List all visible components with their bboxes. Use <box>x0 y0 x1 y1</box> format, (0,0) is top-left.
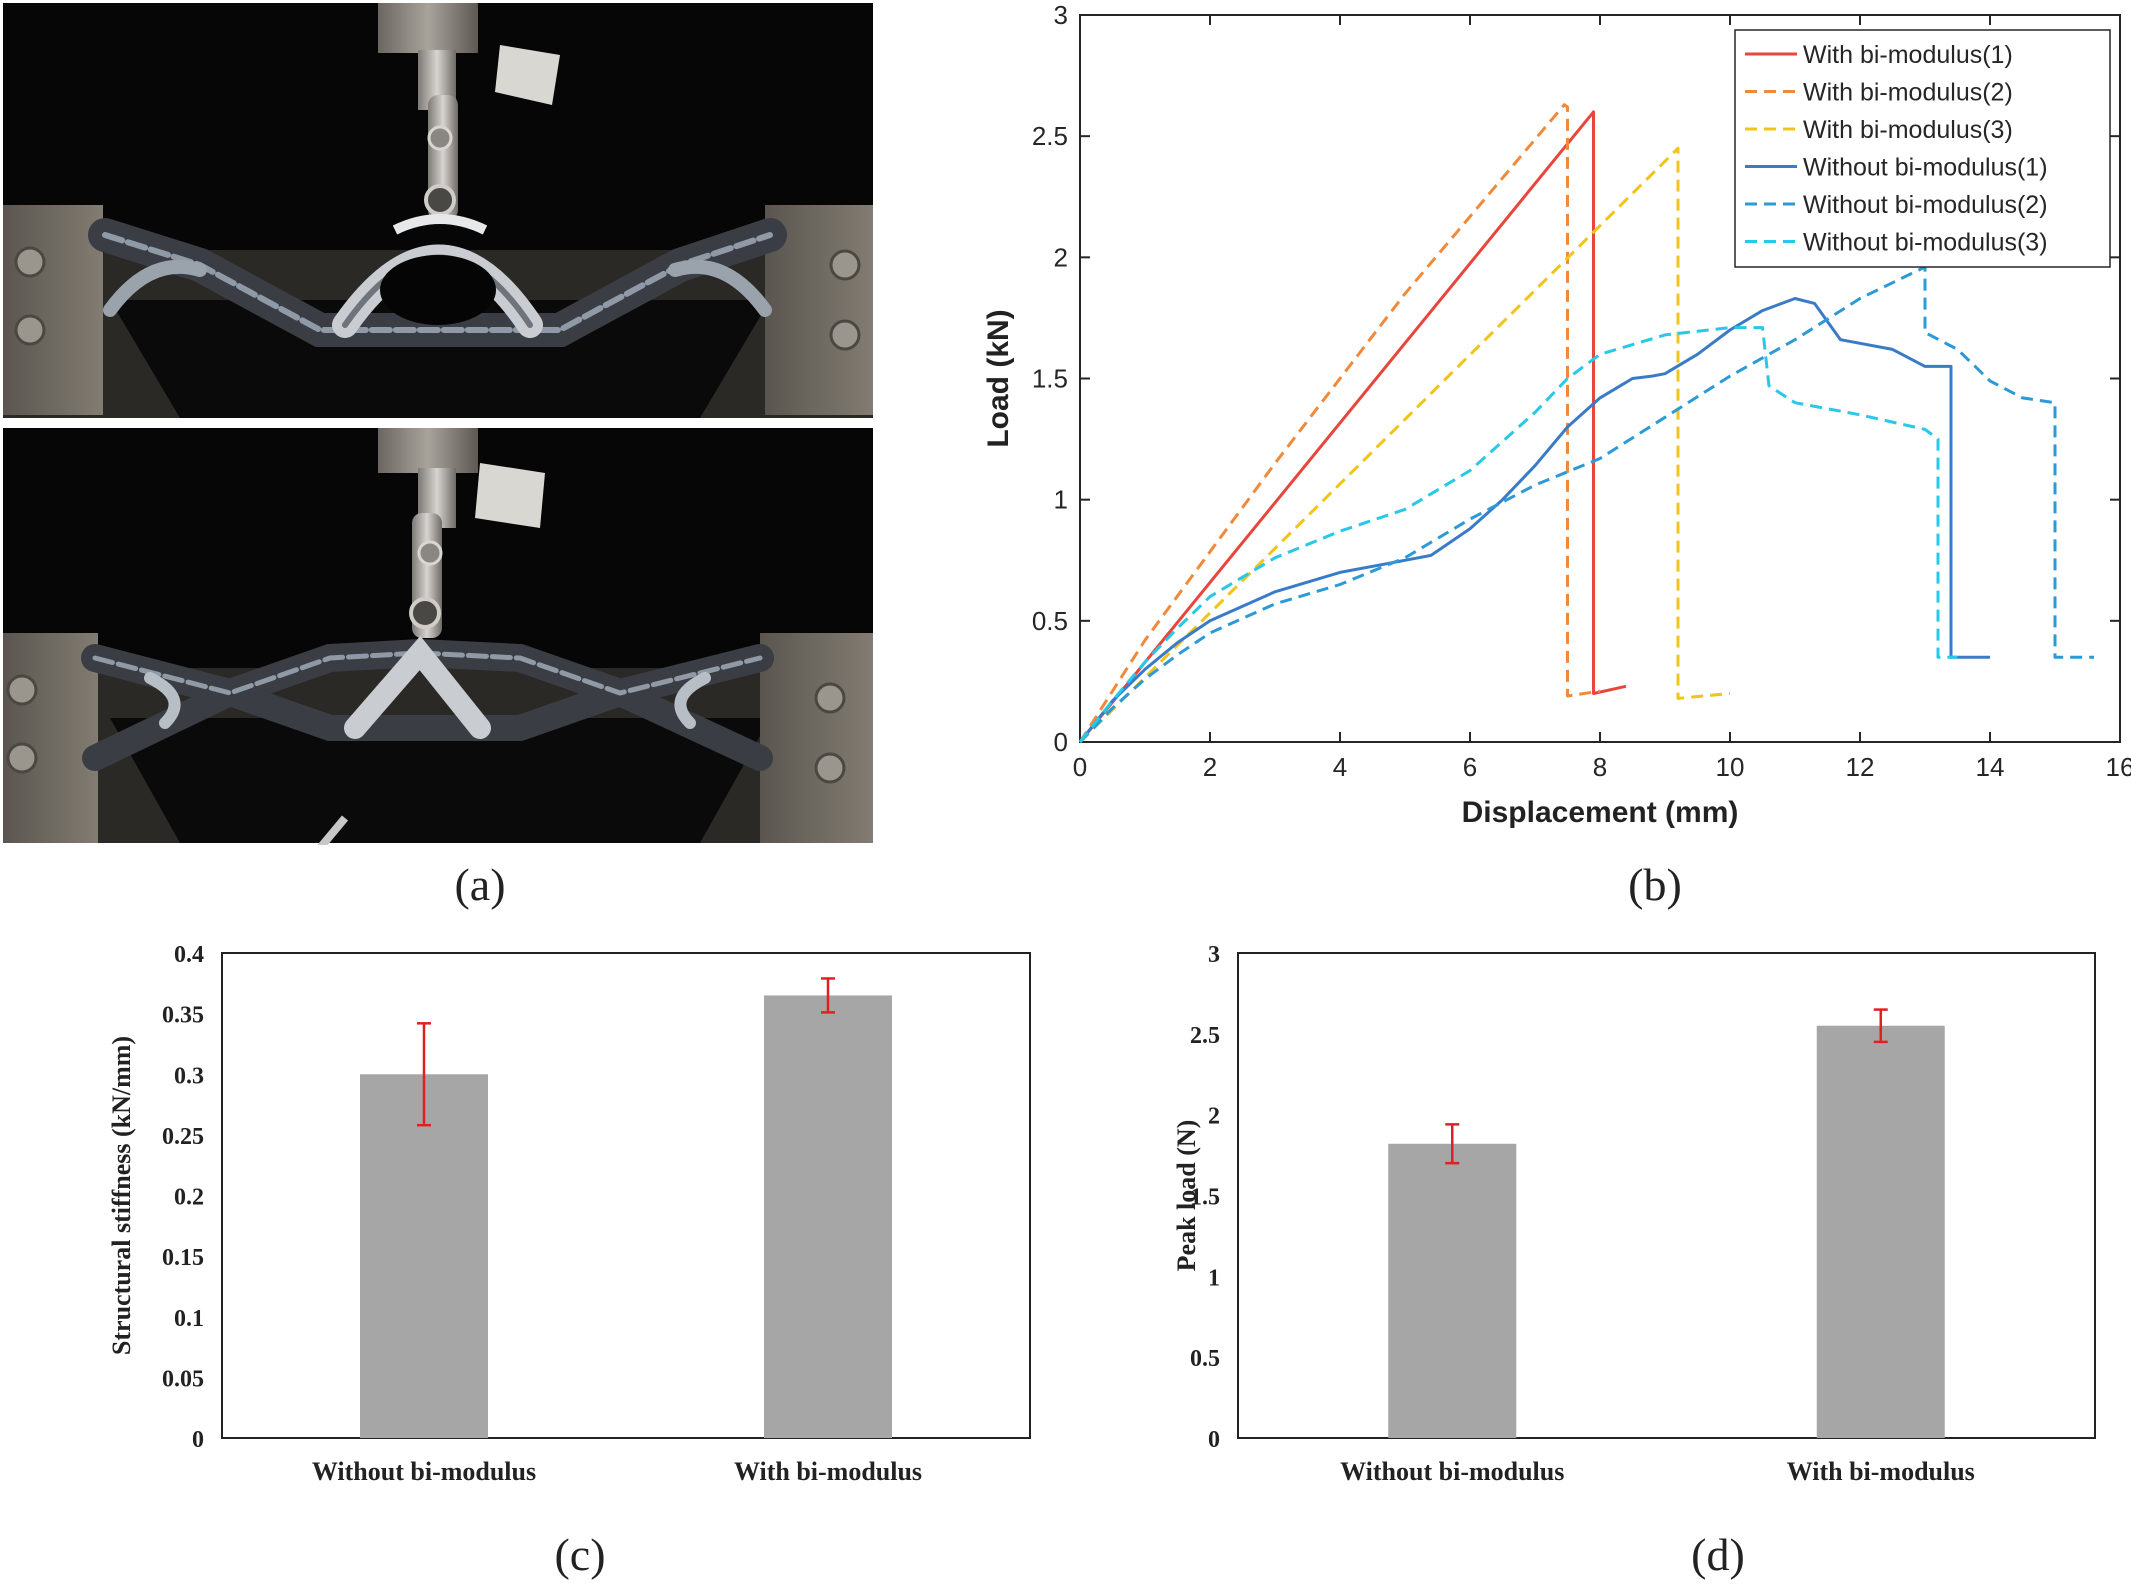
y-tick-label: 0.3 <box>174 1063 204 1089</box>
photo-top <box>3 3 873 851</box>
x-tick-label: 10 <box>1716 752 1745 782</box>
y-tick-label: 0 <box>192 1427 204 1453</box>
y-tick-label: 3 <box>1054 0 1068 30</box>
chart-b-axes: 0 2 4 6 8 10 12 14 16 0 0.5 1 1.5 2 2.5 3 <box>1032 0 2131 782</box>
plot-frame <box>221 952 1031 1439</box>
chart-c-plot: 0 0.05 0.1 0.15 0.2 0.25 0.3 0.35 0.4 Without bi-… <box>162 942 1031 1486</box>
y-tick-label: 0.05 <box>162 1366 204 1392</box>
y-tick-label: 2 <box>1054 242 1068 272</box>
y-tick-label: 0.1 <box>174 1306 204 1332</box>
legend-label: With bi-modulus(3) <box>1803 116 2013 144</box>
y-tick-label: 3 <box>1208 942 1220 968</box>
photo-bottom-image <box>3 428 873 851</box>
y-tick-label: 0.5 <box>1032 606 1068 636</box>
legend-label: Without bi-modulus(3) <box>1803 229 2048 257</box>
y-tick-label: 2.5 <box>1032 121 1068 151</box>
y-tick-label: 0 <box>1054 727 1068 757</box>
y-tick-label: 0.15 <box>162 1245 204 1271</box>
load-displacement-chart: 0 2 4 6 8 10 12 14 16 0 0.5 1 1.5 2 2.5 3 With bi-modul… <box>982 0 2131 829</box>
x-axis-label: Displacement (mm) <box>1462 796 1739 829</box>
y-axis-label: Peak load (N) <box>1172 1120 1201 1272</box>
category-label: Without bi-modulus <box>312 1457 536 1486</box>
y-tick-label: 1 <box>1208 1265 1220 1291</box>
y-axis-label: Structural stiffness (kN/mm) <box>107 1036 136 1355</box>
x-tick-label: 12 <box>1846 752 1875 782</box>
caption-d: (d) <box>1691 1529 1745 1580</box>
legend-label: Without bi-modulus(2) <box>1803 191 2048 219</box>
x-tick-label: 0 <box>1073 752 1087 782</box>
x-tick-label: 2 <box>1203 752 1217 782</box>
chart-b-panel: 0 2 4 6 8 10 12 14 16 0 0.5 1 1.5 2 2.5 3 With bi-modul… <box>960 0 2131 845</box>
y-tick-label: 1 <box>1054 485 1068 515</box>
x-tick-label: 4 <box>1333 752 1347 782</box>
legend-label: Without bi-modulus(1) <box>1803 154 2048 182</box>
y-tick-label: 0.4 <box>174 942 204 968</box>
bar <box>1816 1025 1945 1438</box>
series-line <box>1078 146 1731 744</box>
category-label: Without bi-modulus <box>1340 1457 1564 1486</box>
series-line <box>1078 326 1958 743</box>
stiffness-bar-chart: 0 0.05 0.1 0.15 0.2 0.25 0.3 0.35 0.4 Without bi-… <box>107 942 1031 1486</box>
chart-b-legend: With bi-modulus(1) With bi-modulus(2) With… <box>1734 29 2111 268</box>
category-label: With bi-modulus <box>1787 1457 1975 1486</box>
chart-d-plot: 0 0.5 1 1.5 2 2.5 3 Without bi-modulus With bi-m… <box>1190 942 2096 1486</box>
legend-box <box>1734 29 2111 268</box>
y-tick-label: 2 <box>1208 1104 1220 1130</box>
photo-panel <box>0 0 875 851</box>
bar <box>360 1074 488 1438</box>
series-line <box>1078 103 1601 743</box>
y-tick-label: 1.5 <box>1190 1185 1220 1211</box>
peak-load-bar-chart: 0 0.5 1 1.5 2 2.5 3 Without bi-modulus With bi-m… <box>1172 942 2096 1486</box>
y-tick-label: 0.5 <box>1190 1346 1220 1372</box>
chart-c-panel: 0 0.05 0.1 0.15 0.2 0.25 0.3 0.35 0.4 Without bi-… <box>0 920 1065 1520</box>
x-tick-label: 14 <box>1976 752 2005 782</box>
y-tick-label: 2.5 <box>1190 1023 1220 1049</box>
y-tick-label: 0 <box>1208 1427 1220 1453</box>
series-line <box>1078 265 2094 744</box>
bar <box>1388 1143 1517 1438</box>
y-tick-label: 0.35 <box>162 1003 204 1029</box>
y-tick-label: 0.2 <box>174 1185 204 1211</box>
y-tick-label: 1.5 <box>1032 364 1068 394</box>
chart-d-panel: 0 0.5 1 1.5 2 2.5 3 Without bi-modulus With bi-m… <box>1065 920 2131 1520</box>
caption-c: (c) <box>554 1529 606 1580</box>
photo-top-image <box>3 3 873 418</box>
series-line <box>1078 110 1627 743</box>
bar <box>764 995 892 1438</box>
series-line <box>1078 297 1990 743</box>
x-tick-label: 8 <box>1593 752 1607 782</box>
legend-label: With bi-modulus(2) <box>1803 79 2013 107</box>
y-axis-label: Load (kN) <box>982 309 1015 447</box>
caption-a: (a) <box>454 859 506 910</box>
y-tick-label: 0.25 <box>162 1124 204 1150</box>
category-label: With bi-modulus <box>734 1457 922 1486</box>
legend-label: With bi-modulus(1) <box>1803 41 2013 69</box>
x-tick-label: 16 <box>2106 752 2131 782</box>
chart-b-series <box>1078 103 2094 744</box>
plot-frame <box>1237 952 2096 1439</box>
caption-b: (b) <box>1628 859 1682 910</box>
x-tick-label: 6 <box>1463 752 1477 782</box>
